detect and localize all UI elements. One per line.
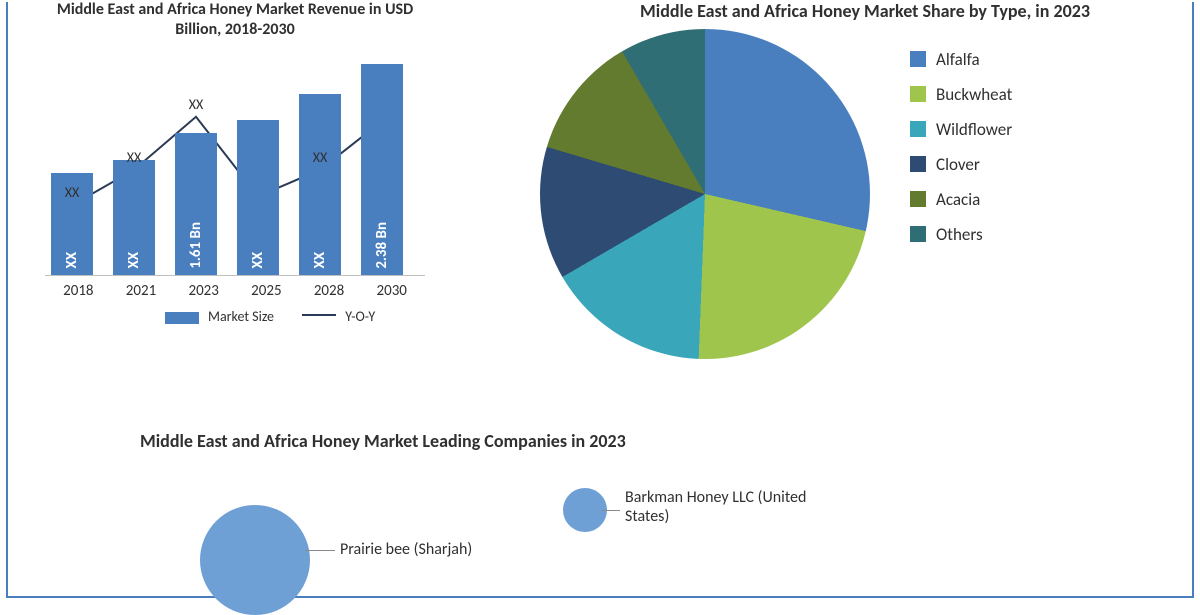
bar-chart-legend: Market Size Y-O-Y	[45, 308, 495, 325]
pie-legend-label: Alfalfa	[936, 49, 980, 70]
pie-legend-label: Buckwheat	[936, 84, 1012, 105]
pie-legend-item: Alfalfa	[910, 49, 1012, 70]
company-leader-line	[602, 510, 620, 511]
yoy-point-label: XX	[127, 149, 142, 166]
pie-chart: Middle East and Africa Honey Market Shar…	[540, 0, 1190, 359]
pie-legend-swatch	[910, 121, 926, 137]
bar: XX	[299, 94, 341, 275]
bar-chart-title: Middle East and Africa Honey Market Reve…	[45, 0, 425, 40]
pie-legend-label: Others	[936, 224, 983, 245]
pie-chart-title: Middle East and Africa Honey Market Shar…	[540, 0, 1190, 23]
bar-value-label: XX	[311, 252, 329, 269]
pie-legend-swatch	[910, 156, 926, 172]
pie-legend-item: Others	[910, 224, 1012, 245]
x-tick-label: 2028	[298, 282, 361, 300]
legend-label-market-size: Market Size	[208, 308, 274, 325]
company-bubble	[200, 505, 310, 615]
legend-item-yoy: Y-O-Y	[302, 308, 375, 325]
yoy-point-label: XX	[65, 184, 80, 201]
x-tick-label: 2021	[110, 282, 173, 300]
bar: 1.61 Bn	[175, 133, 217, 275]
company-label: Barkman Honey LLC (United States)	[625, 488, 845, 526]
bar-chart-x-axis: 201820212023202520282030	[45, 276, 425, 300]
pie-chart-disc	[540, 29, 870, 359]
pie-legend-swatch	[910, 51, 926, 67]
pie-legend-swatch	[910, 226, 926, 242]
company-leader-line	[305, 550, 335, 551]
pie-legend-item: Wildflower	[910, 119, 1012, 140]
x-tick-label: 2018	[47, 282, 110, 300]
legend-item-market-size: Market Size	[165, 308, 274, 325]
company-label: Prairie bee (Sharjah)	[340, 540, 472, 559]
pie-legend-item: Acacia	[910, 189, 1012, 210]
pie-chart-legend: Alfalfa Buckwheat Wildflower Clover Acacia Ot…	[910, 49, 1012, 245]
legend-swatch-line	[302, 314, 336, 316]
yoy-point-label: XX	[313, 149, 328, 166]
bar-line-chart: Middle East and Africa Honey Market Reve…	[45, 0, 495, 325]
bar: XX	[237, 120, 279, 275]
pie-legend-item: Clover	[910, 154, 1012, 175]
bar: 2.38 Bn	[361, 64, 403, 275]
bar-value-label: 2.38 Bn	[373, 222, 391, 269]
legend-swatch-bar	[165, 312, 199, 324]
yoy-point-label: XX	[189, 96, 204, 113]
legend-label-yoy: Y-O-Y	[345, 308, 375, 325]
pie-legend-label: Wildflower	[936, 119, 1012, 140]
company-bubble	[563, 488, 607, 532]
x-tick-label: 2025	[235, 282, 298, 300]
companies-title: Middle East and Africa Honey Market Lead…	[140, 430, 626, 452]
bar-chart-plot: XX XX 1.61 Bn XX XX 2.38 Bn XX XX XX XX	[45, 46, 425, 276]
pie-legend-swatch	[910, 86, 926, 102]
x-tick-label: 2023	[172, 282, 235, 300]
pie-legend-label: Clover	[936, 154, 980, 175]
bar-value-label: XX	[63, 252, 81, 269]
pie-legend-label: Acacia	[936, 189, 980, 210]
bar-value-label: XX	[125, 252, 143, 269]
bar-value-label: 1.61 Bn	[187, 222, 205, 269]
x-tick-label: 2030	[360, 282, 423, 300]
pie-legend-swatch	[910, 191, 926, 207]
pie-legend-item: Buckwheat	[910, 84, 1012, 105]
bar: XX	[113, 160, 155, 275]
bar-value-label: XX	[249, 252, 267, 269]
